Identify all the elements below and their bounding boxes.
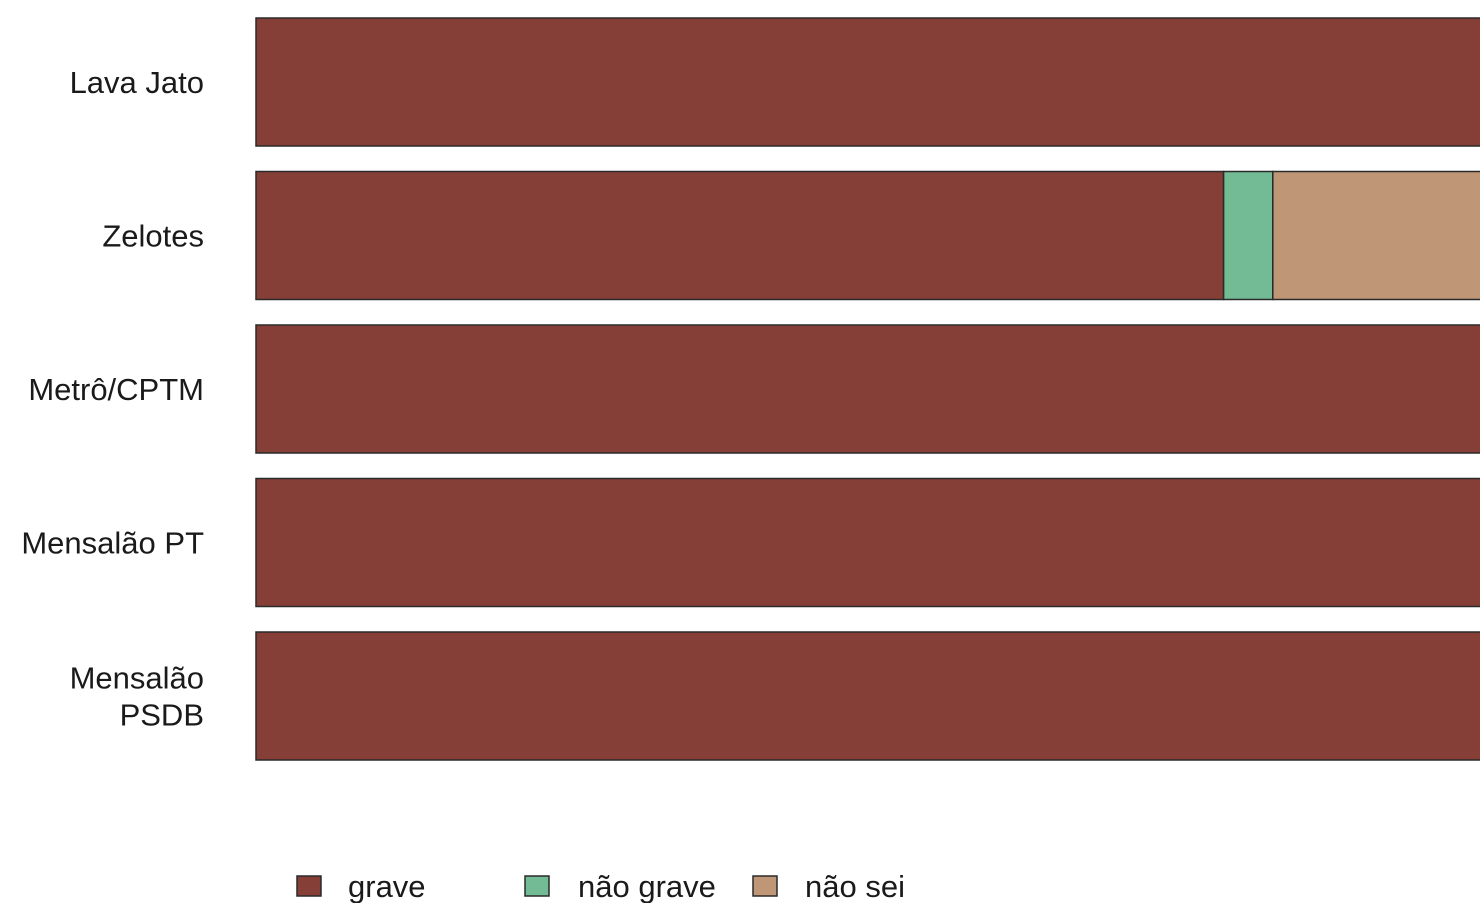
category-label-zelotes: Zelotes bbox=[102, 219, 204, 254]
bar-zelotes-nao-grave bbox=[1222, 170, 1274, 301]
category-labels: Lava Jato Zelotes Metrô/CPTM Mensalão PT Men… bbox=[21, 65, 204, 733]
category-label-lava-jato: Lava Jato bbox=[70, 65, 204, 100]
category-label-mensalao-psdb: Mensalão PSDB bbox=[70, 661, 204, 733]
bar-mensalao-pt-grave bbox=[255, 477, 1480, 608]
category-label-metro-cptm: Metrô/CPTM bbox=[28, 372, 204, 407]
legend-swatch-nao-sei bbox=[752, 875, 778, 897]
bar-lava-jato-grave bbox=[255, 17, 1480, 147]
legend-label-nao-sei: não sei bbox=[805, 869, 905, 903]
bar-zelotes-nao-sei bbox=[1272, 170, 1480, 301]
bar-zelotes-grave bbox=[255, 170, 1225, 301]
legend-label-nao-grave: não grave bbox=[578, 869, 716, 903]
legend-swatch-nao-grave bbox=[524, 875, 550, 897]
legend: grave não grave não sei bbox=[296, 869, 905, 903]
category-label-mensalao-pt: Mensalão PT bbox=[21, 526, 204, 561]
bar-mensalao-psdb-grave bbox=[255, 631, 1480, 761]
bar-metro-cptm-grave bbox=[255, 324, 1480, 454]
bars-group bbox=[255, 17, 1480, 761]
legend-swatch-grave bbox=[296, 875, 322, 897]
legend-label-grave: grave bbox=[348, 869, 426, 903]
